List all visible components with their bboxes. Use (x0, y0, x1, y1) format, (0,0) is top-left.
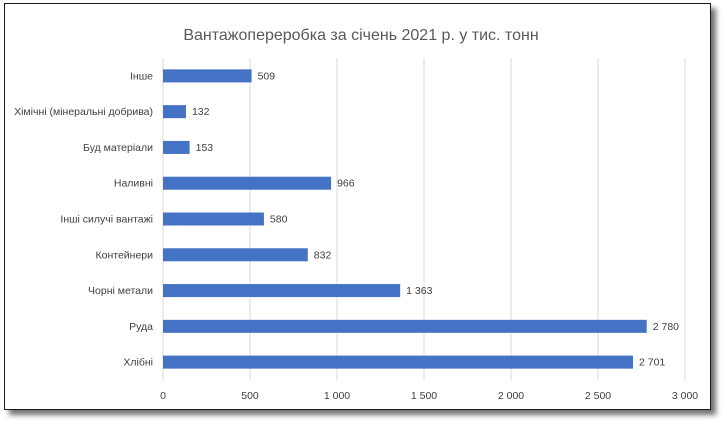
x-tick-label: 0 (160, 390, 166, 402)
category-label: Контейнери (96, 249, 154, 261)
category-label: Буд матеріали (83, 142, 153, 154)
bar (163, 212, 264, 226)
x-tick-label: 2 000 (498, 390, 524, 402)
bar (163, 248, 308, 262)
x-tick-label: 500 (241, 390, 259, 402)
data-label: 2 780 (653, 321, 679, 333)
bar (163, 176, 332, 190)
category-label: Хімічні (мінеральні добрива) (14, 106, 153, 118)
data-label: 966 (337, 178, 355, 190)
data-label: 509 (258, 70, 276, 82)
chart-frame (4, 3, 711, 410)
data-label: 832 (314, 249, 332, 261)
chart-title: Вантажопереробка за січень 2021 р. у тис… (183, 27, 538, 44)
category-label: Інше (130, 70, 153, 82)
category-label: Інші силучі вантажі (60, 214, 153, 226)
category-label: Хлібні (123, 357, 153, 369)
bar (163, 105, 186, 119)
data-label: 153 (196, 142, 214, 154)
x-tick-label: 1 500 (411, 390, 437, 402)
x-tick-label: 2 500 (585, 390, 611, 402)
category-label: Руда (129, 321, 153, 333)
data-label: 2 701 (639, 357, 665, 369)
category-label: Наливні (114, 178, 153, 190)
bar (163, 284, 401, 298)
bar (163, 355, 633, 369)
bar (163, 319, 647, 333)
bar-layer (163, 69, 647, 369)
x-tick-label: 3 000 (672, 390, 698, 402)
data-label: 132 (192, 106, 210, 118)
bar (163, 140, 190, 154)
data-label: 580 (270, 214, 288, 226)
category-label: Чорні метали (88, 285, 153, 297)
label-layer: 0 500 1 000 1 500 2 000 2 500 3 000 Інше 509 Хімі… (14, 70, 698, 402)
x-tick-label: 1 000 (324, 390, 350, 402)
bar (163, 69, 252, 83)
data-label: 1 363 (406, 285, 432, 297)
